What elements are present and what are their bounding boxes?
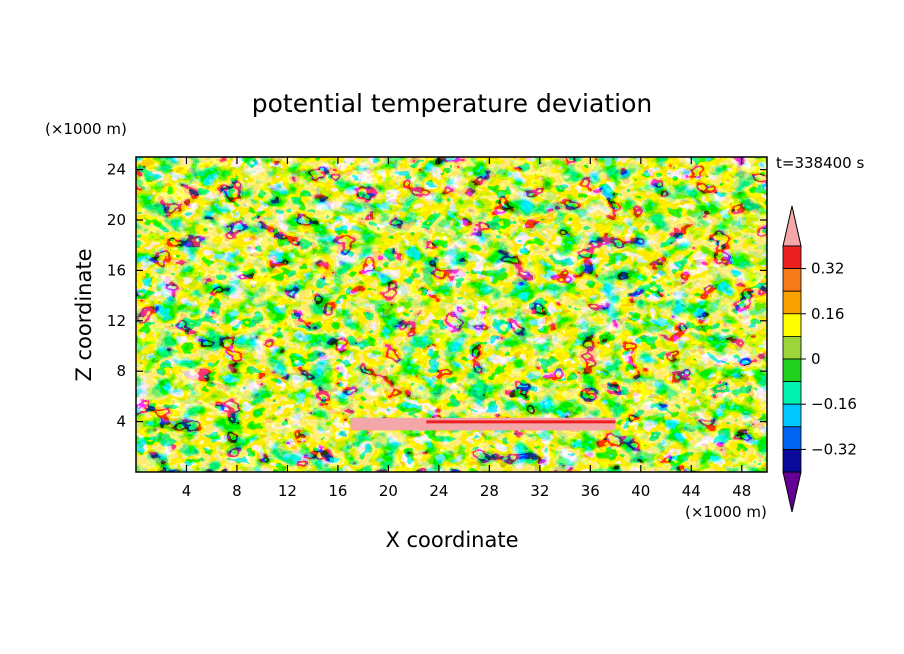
y-tick-label: 4 [116,413,126,431]
y-tick-label: 24 [107,161,126,179]
colorbar-box [782,403,802,428]
colorbar-label: 0 [811,350,821,368]
x-tick-label: 24 [429,482,448,500]
x-tick-label: 28 [480,482,499,500]
x-unit-label: (×1000 m) [685,503,767,521]
colorbar-box [782,426,802,450]
colorbar-box [782,358,802,383]
x-tick-label: 8 [232,482,242,500]
y-axis-label: Z coordinate [72,248,96,381]
x-tick-label: 32 [530,482,549,500]
x-tick-label: 4 [182,482,192,500]
x-axis: 4 8 12 16 20 24 28 32 36 40 44 48 [182,157,751,500]
colorbar-label: 0.16 [811,305,844,323]
inversion-core [426,420,616,424]
colorbar-box [782,313,802,337]
heatmap-field [136,157,767,472]
colorbar-label: −0.16 [811,395,857,413]
y-tick-label: 16 [107,261,126,279]
inversion-layer [350,417,616,431]
colorbar-box [782,448,802,473]
colorbar-label: 0.32 [811,260,844,278]
colorbar-box [782,335,802,360]
x-tick-label: 12 [278,482,297,500]
x-tick-label: 44 [682,482,701,500]
y-tick-label: 20 [107,211,126,229]
colorbar-label: −0.32 [811,440,857,458]
y-tick-label: 12 [107,312,126,330]
x-tick-label: 40 [631,482,650,500]
y-unit-label: (×1000 m) [45,120,127,138]
x-tick-label: 16 [328,482,347,500]
chart-title: potential temperature deviation [252,89,652,118]
x-tick-label: 36 [581,482,600,500]
boundary-layer-field [136,430,767,472]
time-label: t=338400 s [776,154,864,172]
colorbar-box [782,268,802,292]
colorbar-box [782,381,802,405]
plot-frame [135,156,768,473]
colorbar: 0.32 0.16 0 −0.16 −0.32 [782,205,857,513]
colorbar-top-arrow [782,205,802,247]
colorbar-box [782,290,802,315]
x-axis-label: X coordinate [385,528,518,552]
upper-field [136,157,767,431]
y-axis: 4 8 12 16 20 24 [107,161,767,431]
colorbar-box [782,245,802,270]
x-tick-label: 20 [379,482,398,500]
colorbar-bottom-arrow [782,471,802,513]
y-tick-label: 8 [116,362,126,380]
x-tick-label: 48 [732,482,751,500]
